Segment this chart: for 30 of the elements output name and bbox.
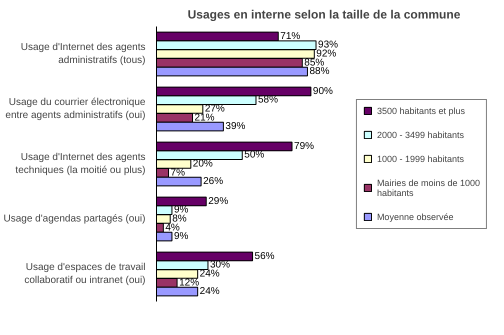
data-label: 12% bbox=[179, 277, 200, 288]
data-label: 9% bbox=[174, 231, 188, 242]
data-label: 79% bbox=[294, 140, 314, 152]
data-label: 29% bbox=[208, 196, 228, 207]
data-label: 85% bbox=[304, 57, 324, 68]
data-label: 4% bbox=[165, 222, 180, 234]
legend-label: 3500 habitants et plus bbox=[376, 106, 466, 116]
legend-label: 1000 - 1999 habitants bbox=[376, 154, 464, 164]
data-label: 88% bbox=[309, 66, 330, 78]
y-tick-label: Usage d'Internet des agents administratifs (tous) bbox=[20, 42, 146, 66]
data-label: 56% bbox=[254, 250, 275, 262]
legend-label: Moyenne observée bbox=[376, 212, 454, 222]
data-label: 93% bbox=[318, 40, 338, 51]
data-label: 24% bbox=[200, 268, 220, 280]
chart-title: Usages en interne selon la taille de la commune bbox=[188, 8, 461, 22]
legend-label: Mairies de moins de 1000 habitants bbox=[376, 178, 480, 198]
data-label: 24% bbox=[200, 286, 220, 298]
data-label: 92% bbox=[316, 48, 336, 60]
y-tick-label: Usage d'espaces de travail collaboratif ou intranet (oui) bbox=[24, 262, 146, 286]
data-label: 21% bbox=[194, 112, 215, 124]
y-tick-label: Usage d'agendas partagés (oui) bbox=[4, 214, 146, 224]
data-label: 39% bbox=[225, 121, 246, 132]
data-label: 71% bbox=[280, 30, 300, 42]
legend-label: 2000 - 3499 habitants bbox=[376, 130, 464, 140]
y-tick-label: Usage du courrier électronique entre agents administratifs (oui) bbox=[5, 96, 146, 122]
y-tick-label: Usage d'Internet des agents techniques (la moitié ou plus) bbox=[15, 152, 146, 176]
data-label: 8% bbox=[172, 214, 187, 224]
data-label: 90% bbox=[312, 86, 333, 97]
data-label: 26% bbox=[203, 176, 224, 188]
data-label: 7% bbox=[170, 167, 186, 178]
